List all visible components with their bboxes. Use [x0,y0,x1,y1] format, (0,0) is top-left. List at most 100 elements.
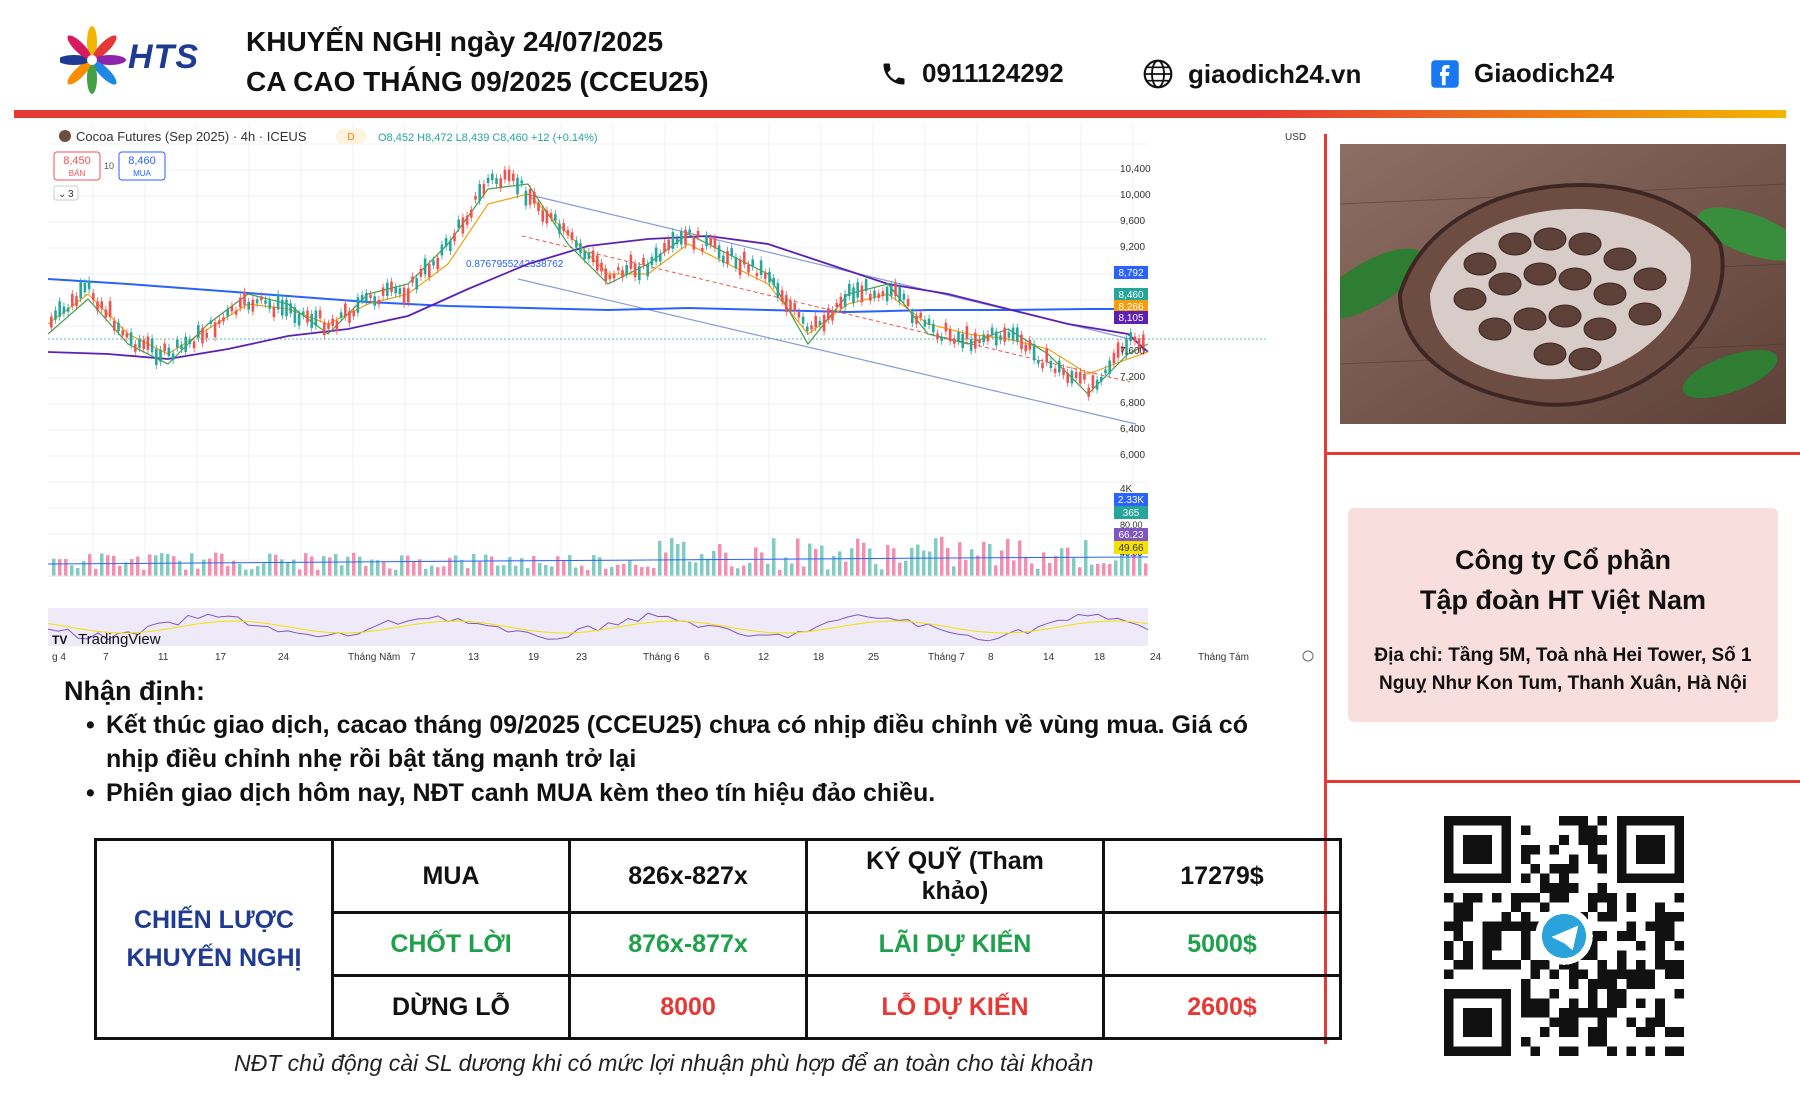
candle-body [411,276,414,283]
ohlc-readout: O8,452 H8,472 L8,439 C8,460 +12 (+0.14%) [378,132,598,144]
sell-price: 8,450 [63,155,91,167]
qr-module [1597,835,1608,845]
volume-bar [496,565,500,576]
qr-module [1492,892,1502,903]
candle-body [327,323,330,329]
sell-button[interactable] [53,151,101,181]
qr-module [1520,854,1531,864]
phone-contact[interactable]: 0911124292 [880,58,1064,89]
qr-module [1549,864,1560,874]
candle-body [974,332,977,349]
header-divider [14,110,1786,118]
volume-bar [1084,540,1088,576]
facebook-link[interactable]: Giaodich24 [1430,58,1614,89]
candle-body [50,316,53,328]
volume-bar [1144,563,1148,576]
volume-bar [454,555,458,576]
volume-bar [274,554,278,576]
buy-button[interactable] [118,151,166,181]
time-tick-label: 7 [410,652,416,663]
company-name-line-1: Công ty Cổ phần [1455,545,1671,575]
volume-bar [580,565,584,576]
qr-module [1597,969,1608,980]
fib-label: 0.8767955242338762 [466,259,564,270]
qr-module [1520,844,1531,855]
volume-bar [58,559,62,576]
qr-module [1520,892,1531,903]
candle-body [440,244,444,256]
globe-icon [1143,59,1173,89]
candle-body [969,338,973,351]
volume-bar [1066,547,1070,576]
qr-module [1674,969,1684,980]
candle-body [642,258,645,266]
time-tick-label: 8 [988,652,994,663]
indicators-toggle[interactable] [53,185,79,201]
candle-body [92,292,95,300]
tradingview-logo-icon: TV [52,633,67,647]
qr-module [1588,940,1598,951]
telegram-qr-code[interactable] [1444,816,1684,1056]
volume-bar [352,552,356,576]
tradingview-chart[interactable]: Cocoa Futures (Sep 2025) · 4h · ICEUS D … [48,124,1320,674]
volume-bar [670,538,674,576]
candle-body [369,294,372,299]
candle-body [1125,339,1128,355]
volume-bar [208,558,212,576]
volume-bar [646,566,650,576]
candle-body [1104,369,1107,374]
volume-bar [364,566,368,576]
volume-bar [460,559,464,576]
volume-tag-label: 2.33K [1118,495,1144,506]
candle-body [75,296,78,306]
time-tick-label: 11 [158,652,169,663]
candle-body [671,232,675,249]
candle-body [171,353,175,361]
qr-module [1530,892,1540,903]
volume-bar [1072,558,1076,576]
qr-module [1597,960,1608,970]
website-link[interactable]: giaodich24.vn [1142,58,1361,90]
volume-bar [262,563,266,576]
volume-tick-label: 4K [1120,484,1133,495]
volume-bar [916,544,920,576]
price-tag-label: 8,105 [1118,313,1143,324]
candle-body [281,299,284,316]
candle-body [432,260,435,266]
buy-price-range: 826x-827x [568,838,808,914]
volume-bar [238,563,242,576]
candle-body [1037,360,1040,364]
candle-body [1083,373,1086,380]
volume-bar [220,553,224,576]
phone-number: 0911124292 [922,58,1064,88]
volume-bar [1018,540,1022,576]
volume-bar [976,555,980,576]
volume-bar [874,564,878,576]
candle-body [100,301,103,309]
time-tick-label: 18 [813,652,825,663]
qr-module [1597,1036,1608,1047]
qr-module [1626,1017,1636,1028]
candle-body [108,301,112,318]
qr-module [1530,998,1540,1008]
settings-gear-icon[interactable] [1302,650,1314,662]
volume-bar [964,559,968,576]
currency-selector[interactable]: USD [1285,132,1306,143]
qr-module [1559,1027,1569,1037]
qr-module [1453,931,1464,941]
time-tick-label: Tháng 6 [643,652,680,663]
candle-body [180,344,183,350]
qr-module [1616,950,1627,960]
candle-body [730,248,733,256]
volume-bar [484,554,488,576]
volume-bar [808,543,812,576]
time-tick-label: Tháng Tám [1198,652,1249,663]
candle-body [1016,327,1019,342]
candle-body [528,188,532,205]
price-chart[interactable]: Cocoa Futures (Sep 2025) · 4h · ICEUS D … [48,124,1320,674]
channel-midline [521,235,1131,383]
candle-body [352,310,355,317]
volume-bar [1132,546,1136,576]
volume-bar [526,568,530,576]
candle-body [667,239,670,250]
